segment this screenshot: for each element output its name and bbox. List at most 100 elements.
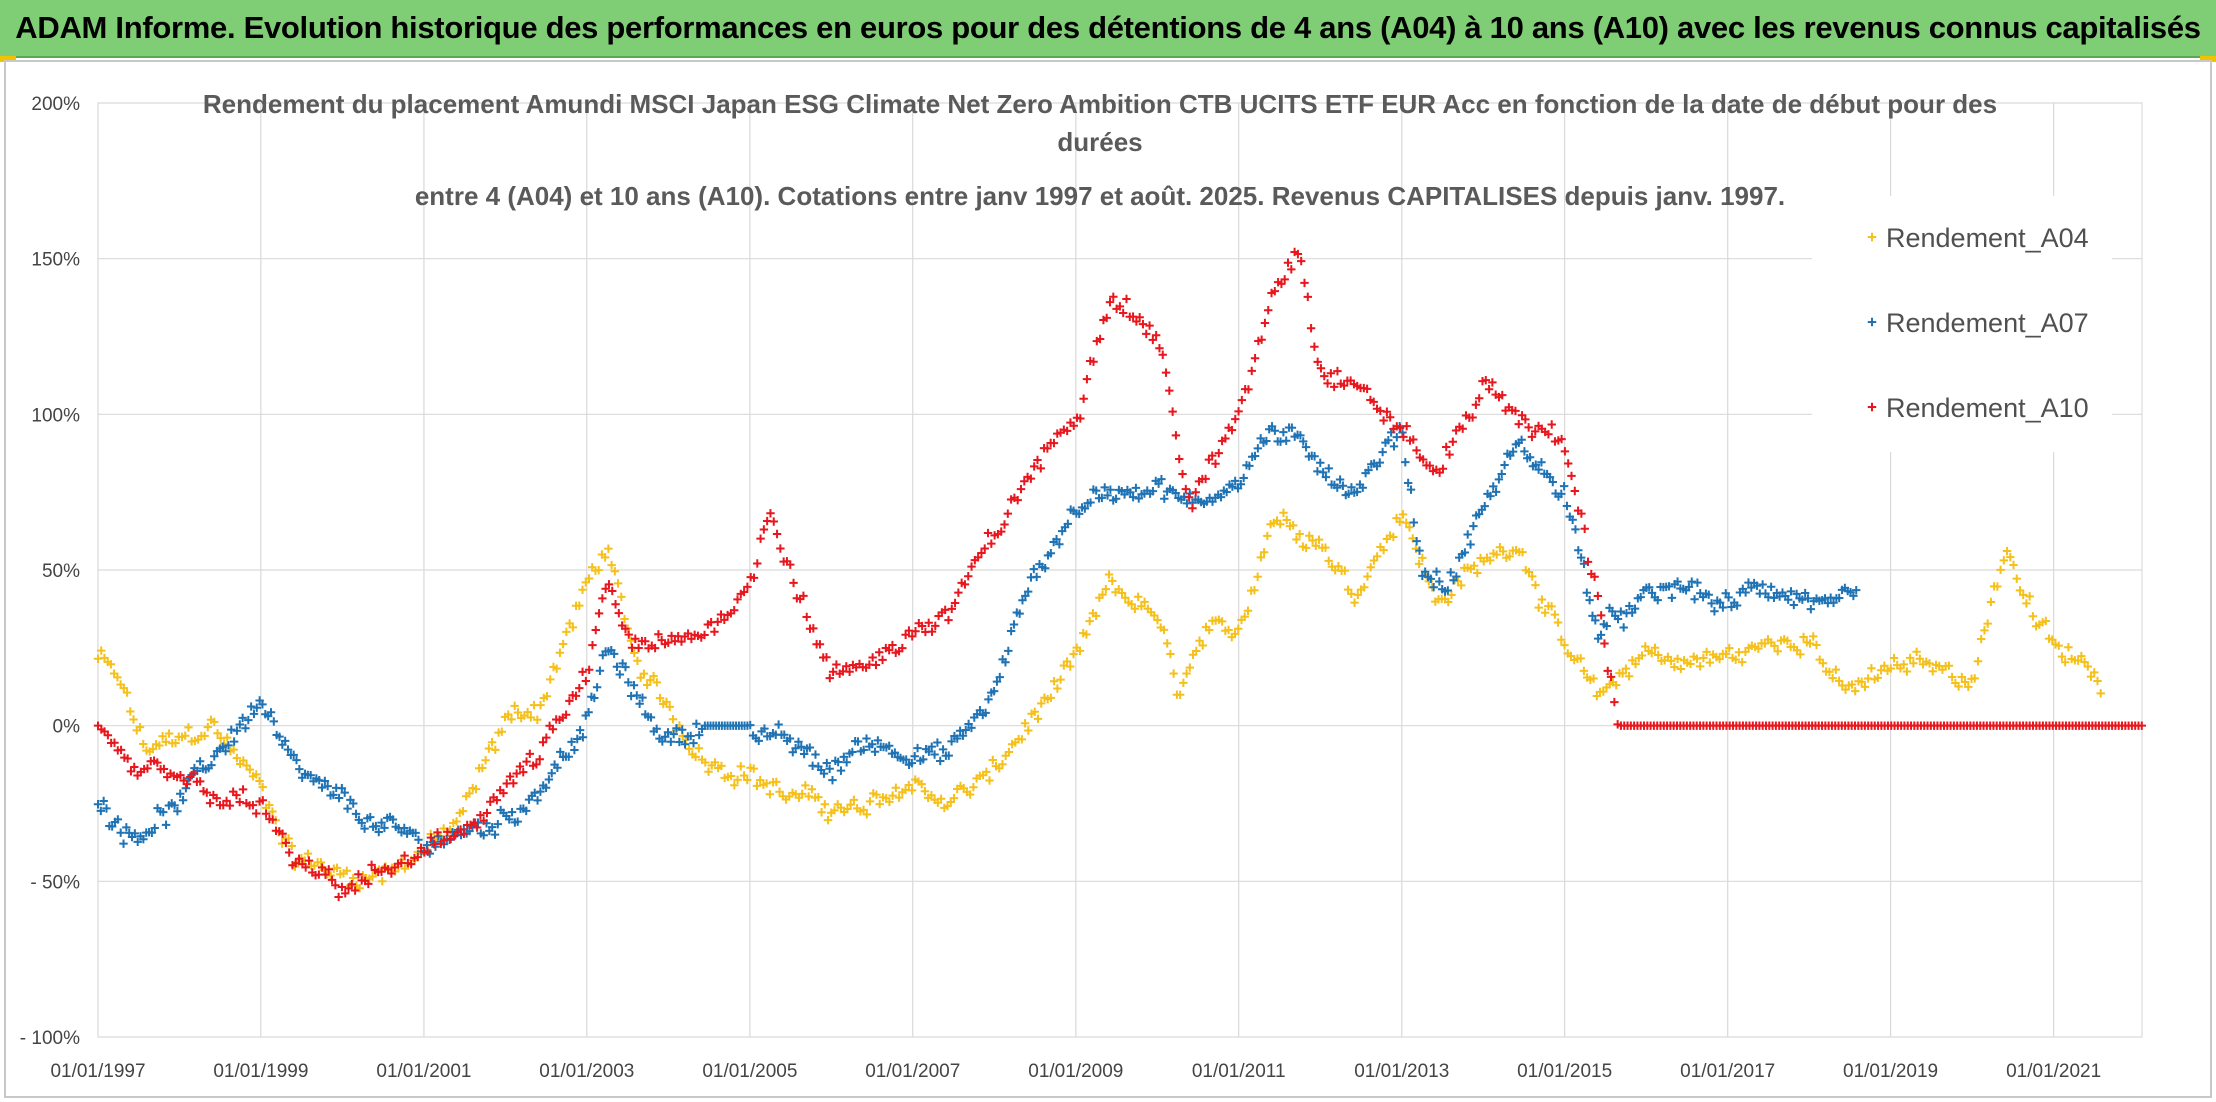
data-point [902,755,911,764]
x-tick-label: 01/01/2015 [1517,1061,1612,1082]
data-point [614,608,624,618]
data-point [1121,593,1130,602]
data-point [1375,458,1384,467]
data-point [159,764,169,774]
data-point [904,780,913,790]
data-point [1142,329,1151,339]
series-rendement-a10 [93,247,2146,902]
data-point [1498,390,1507,400]
data-point [1452,572,1461,581]
data-point [1947,672,1957,682]
data-point [1076,414,1085,423]
data-point [1185,663,1195,672]
data-point [649,671,658,681]
data-point [532,760,541,769]
data-point [1475,394,1484,403]
data-point [252,770,261,779]
data-point [564,752,573,761]
data-point [1228,482,1237,491]
data-point [1363,572,1372,581]
data-point [1056,675,1065,684]
data-point [1574,546,1583,555]
data-point [1684,582,1694,592]
data-point [1613,614,1623,624]
data-point [1544,430,1553,439]
data-point [317,863,327,872]
data-point [1770,641,1779,651]
data-point [553,763,562,773]
data-point [218,742,227,751]
data-point [1769,593,1779,603]
data-point [1062,657,1072,666]
data-point [624,630,633,639]
data-point [785,734,795,743]
data-point [116,745,126,755]
data-point [1531,460,1540,469]
data-point [1250,354,1260,363]
data-point [1909,659,1918,668]
data-point [1049,438,1059,448]
data-point [1954,682,1963,691]
data-point [113,815,123,824]
data-point [652,724,661,734]
data-point [652,678,662,687]
data-point [1498,547,1508,556]
data-point [1310,452,1319,461]
data-point [1184,493,1194,502]
data-point [762,779,771,788]
data-point [478,763,487,773]
data-point [1385,413,1395,422]
data-point [1369,397,1378,407]
data-point [1517,435,1526,444]
data-point [97,646,106,655]
data-point [126,707,135,716]
data-point [1511,406,1520,416]
data-point [555,648,565,657]
data-point [894,793,904,802]
data-point [815,640,825,649]
data-point [634,643,643,653]
data-point [1292,535,1301,544]
y-tick-label: - 50% [30,872,80,893]
data-point [1105,297,1115,307]
data-point [799,749,809,759]
data-point [845,667,854,676]
data-point [1256,434,1265,443]
data-point [797,742,806,751]
data-point [1395,423,1405,433]
data-point [766,509,775,518]
data-point [1725,643,1734,653]
data-point [629,681,639,690]
data-point [717,761,726,771]
data-point [1880,661,1889,670]
data-point [630,648,639,658]
data-point [350,886,360,895]
data-point [490,830,500,839]
data-point [173,807,182,816]
chart-title-line: entre 4 (A04) et 10 ans (A10). Cotations… [415,181,1785,211]
data-point [178,796,188,805]
data-point [1481,375,1490,385]
data-point [677,725,687,734]
data-point [522,757,531,766]
data-point [575,601,584,610]
data-point [181,783,191,793]
data-point [871,660,881,670]
data-point [1148,486,1158,496]
data-point [797,789,807,799]
data-point [1168,407,1177,416]
data-point [1548,477,1557,487]
data-point [1577,509,1586,518]
data-point [1704,590,1713,599]
data-point [1789,600,1799,610]
data-point [1731,655,1740,664]
data-point [413,852,422,862]
data-point [258,700,267,709]
data-point [940,605,950,615]
data-point [1590,572,1599,581]
data-point [1102,313,1111,323]
data-point [139,835,148,844]
data-point [930,750,939,759]
data-point [1715,598,1725,607]
data-point [284,834,293,843]
